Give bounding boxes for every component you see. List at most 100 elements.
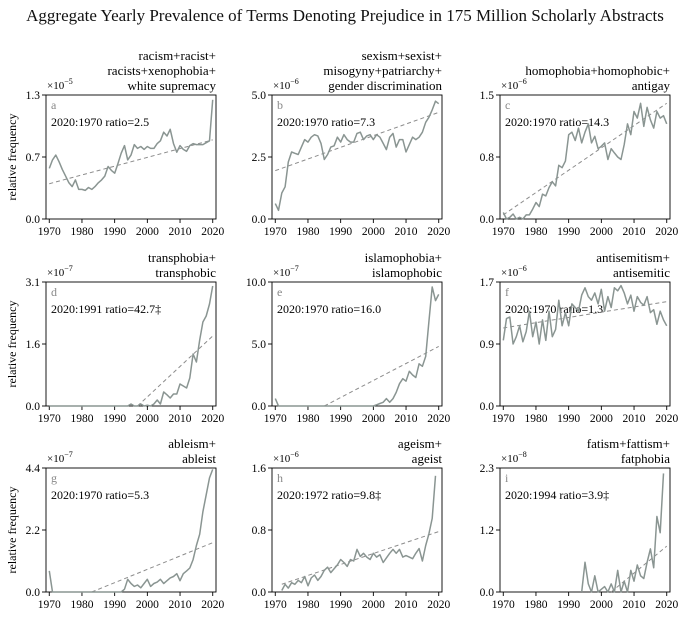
x-tick-label: 1970 [38,226,61,238]
panel-letter: h [277,471,283,485]
plot-frame [45,467,217,593]
panel-title-line: antigay [632,78,671,93]
panel-title-line: white supremacy [128,78,217,93]
y-tick-label: 5.0 [252,339,267,351]
panel-letter: f [505,285,509,299]
x-tick-label: 1970 [264,226,287,238]
plot-frame [499,94,671,220]
x-tick-label: 1990 [329,226,352,238]
y-tick-label: 10.0 [246,277,266,289]
x-tick-label: 2020 [201,599,224,611]
x-tick-label: 2020 [427,599,450,611]
panel-letter: i [505,471,509,485]
panel-letter: e [277,285,282,299]
y-tick-label: 0.0 [26,587,41,599]
y-tick-label: 0.0 [252,401,267,413]
series-line [48,99,214,192]
x-tick-label: 2010 [395,599,418,611]
y-tick-label: 0.0 [26,214,41,226]
y-tick-label: 3.1 [26,277,41,289]
panel-title-line: ageism+ [398,436,442,451]
x-tick-label: 1980 [70,226,93,238]
x-tick-label: 2000 [136,226,159,238]
x-tick-label: 2020 [201,413,224,425]
ratio-annotation: 2020:1970 ratio=2.5 [51,115,149,129]
x-tick-label: 1990 [557,413,580,425]
ratio-annotation: 2020:1970 ratio=16.0 [277,302,381,316]
series-line [49,285,214,407]
panel-title-line: islamophobia+ [365,250,442,265]
x-tick-label: 1970 [264,599,287,611]
ratio-annotation: 2020:1970 ratio=7.3 [277,115,375,129]
y-tick-label: 1.2 [480,525,495,537]
trend-line [275,111,439,172]
y-multiplier: ×10−8 [501,450,527,465]
x-tick-label: 1970 [38,599,61,611]
plot-frame [271,281,443,407]
x-tick-label: 2000 [590,599,613,611]
panel-d: transphobia+transphobic ×10−7 0.0 1.6 3.1 197… [26,250,225,425]
x-tick-label: 2010 [169,413,192,425]
x-tick-label: 2000 [136,413,159,425]
series-line [580,473,665,593]
panel-g: ableism+ableist ×10−7 0.0 2.2 4.4 1970 1980 199… [26,436,225,611]
y-multiplier: ×10−7 [47,450,73,465]
x-tick-label: 1990 [103,226,126,238]
x-tick-label: 1980 [296,599,319,611]
figure-title: Aggregate Yearly Prevalence of Terms Den… [26,6,664,25]
panel-title-line: ableism+ [168,436,216,451]
y-tick-label: 1.5 [480,90,495,102]
x-tick-label: 2000 [362,226,385,238]
y-tick-label: 0.0 [252,587,267,599]
x-tick-label: 1990 [103,413,126,425]
panel-title-line: antisemitic [613,265,670,280]
ratio-annotation: 2020:1991 ratio=42.7‡ [51,302,161,316]
x-tick-label: 2000 [590,226,613,238]
y-tick-label: 0.0 [480,401,495,413]
y-tick-label: 2.3 [480,463,495,475]
ratio-annotation: 2020:1970 ratio=14.3 [505,115,609,129]
series-line [48,469,214,593]
panel-letter: c [505,98,510,112]
x-tick-label: 1990 [329,413,352,425]
x-tick-label: 2000 [136,599,159,611]
plot-frame [271,467,443,593]
x-tick-label: 2010 [623,226,646,238]
panel-letter: b [277,98,283,112]
ratio-annotation: 2020:1972 ratio=9.8‡ [277,488,381,502]
x-tick-label: 2010 [623,599,646,611]
y-tick-label: 2.5 [252,152,267,164]
x-tick-label: 2020 [427,413,450,425]
x-tick-label: 1980 [70,599,93,611]
y-tick-label: 0.0 [480,214,495,226]
y-multiplier: ×10−5 [47,77,73,92]
series-line [502,284,668,345]
panel-h: ageism+ageist ×10−6 0.0 0.8 1.6 1970 1980 1990 2… [252,436,451,611]
panel-title-line: gender discrimination [328,78,442,93]
panel-letter: a [51,98,57,112]
y-multiplier: ×10−6 [501,77,527,92]
panel-c: homophobia+homophobic+antigay ×10−6 0.0 0.8… [480,63,679,238]
y-tick-label: 1.7 [480,277,495,289]
plot-frame [271,94,443,220]
x-tick-label: 2020 [655,413,678,425]
series-line [274,100,440,212]
y-tick-label: 0.7 [26,152,41,164]
y-multiplier: ×10−6 [273,77,299,92]
panel-title-line: ageist [412,451,443,466]
series-line [502,102,668,220]
x-tick-label: 1980 [296,226,319,238]
panel-a: racism+racist+racists+xenophobia+white s… [26,48,225,238]
y-tick-label: 0.0 [26,401,41,413]
x-tick-label: 1980 [524,599,547,611]
x-tick-label: 1980 [296,413,319,425]
panel-e: islamophobia+islamophobic ×10−7 0.0 5.0 10.0… [246,250,451,425]
panel-title-line: transphobic [155,265,216,280]
panel-letter: d [51,285,57,299]
x-tick-label: 1990 [557,599,580,611]
x-tick-label: 2010 [169,599,192,611]
y-tick-label: 1.3 [26,90,41,102]
x-tick-label: 1970 [492,226,515,238]
panel-title-line: misogyny+patriarchy+ [323,63,442,78]
